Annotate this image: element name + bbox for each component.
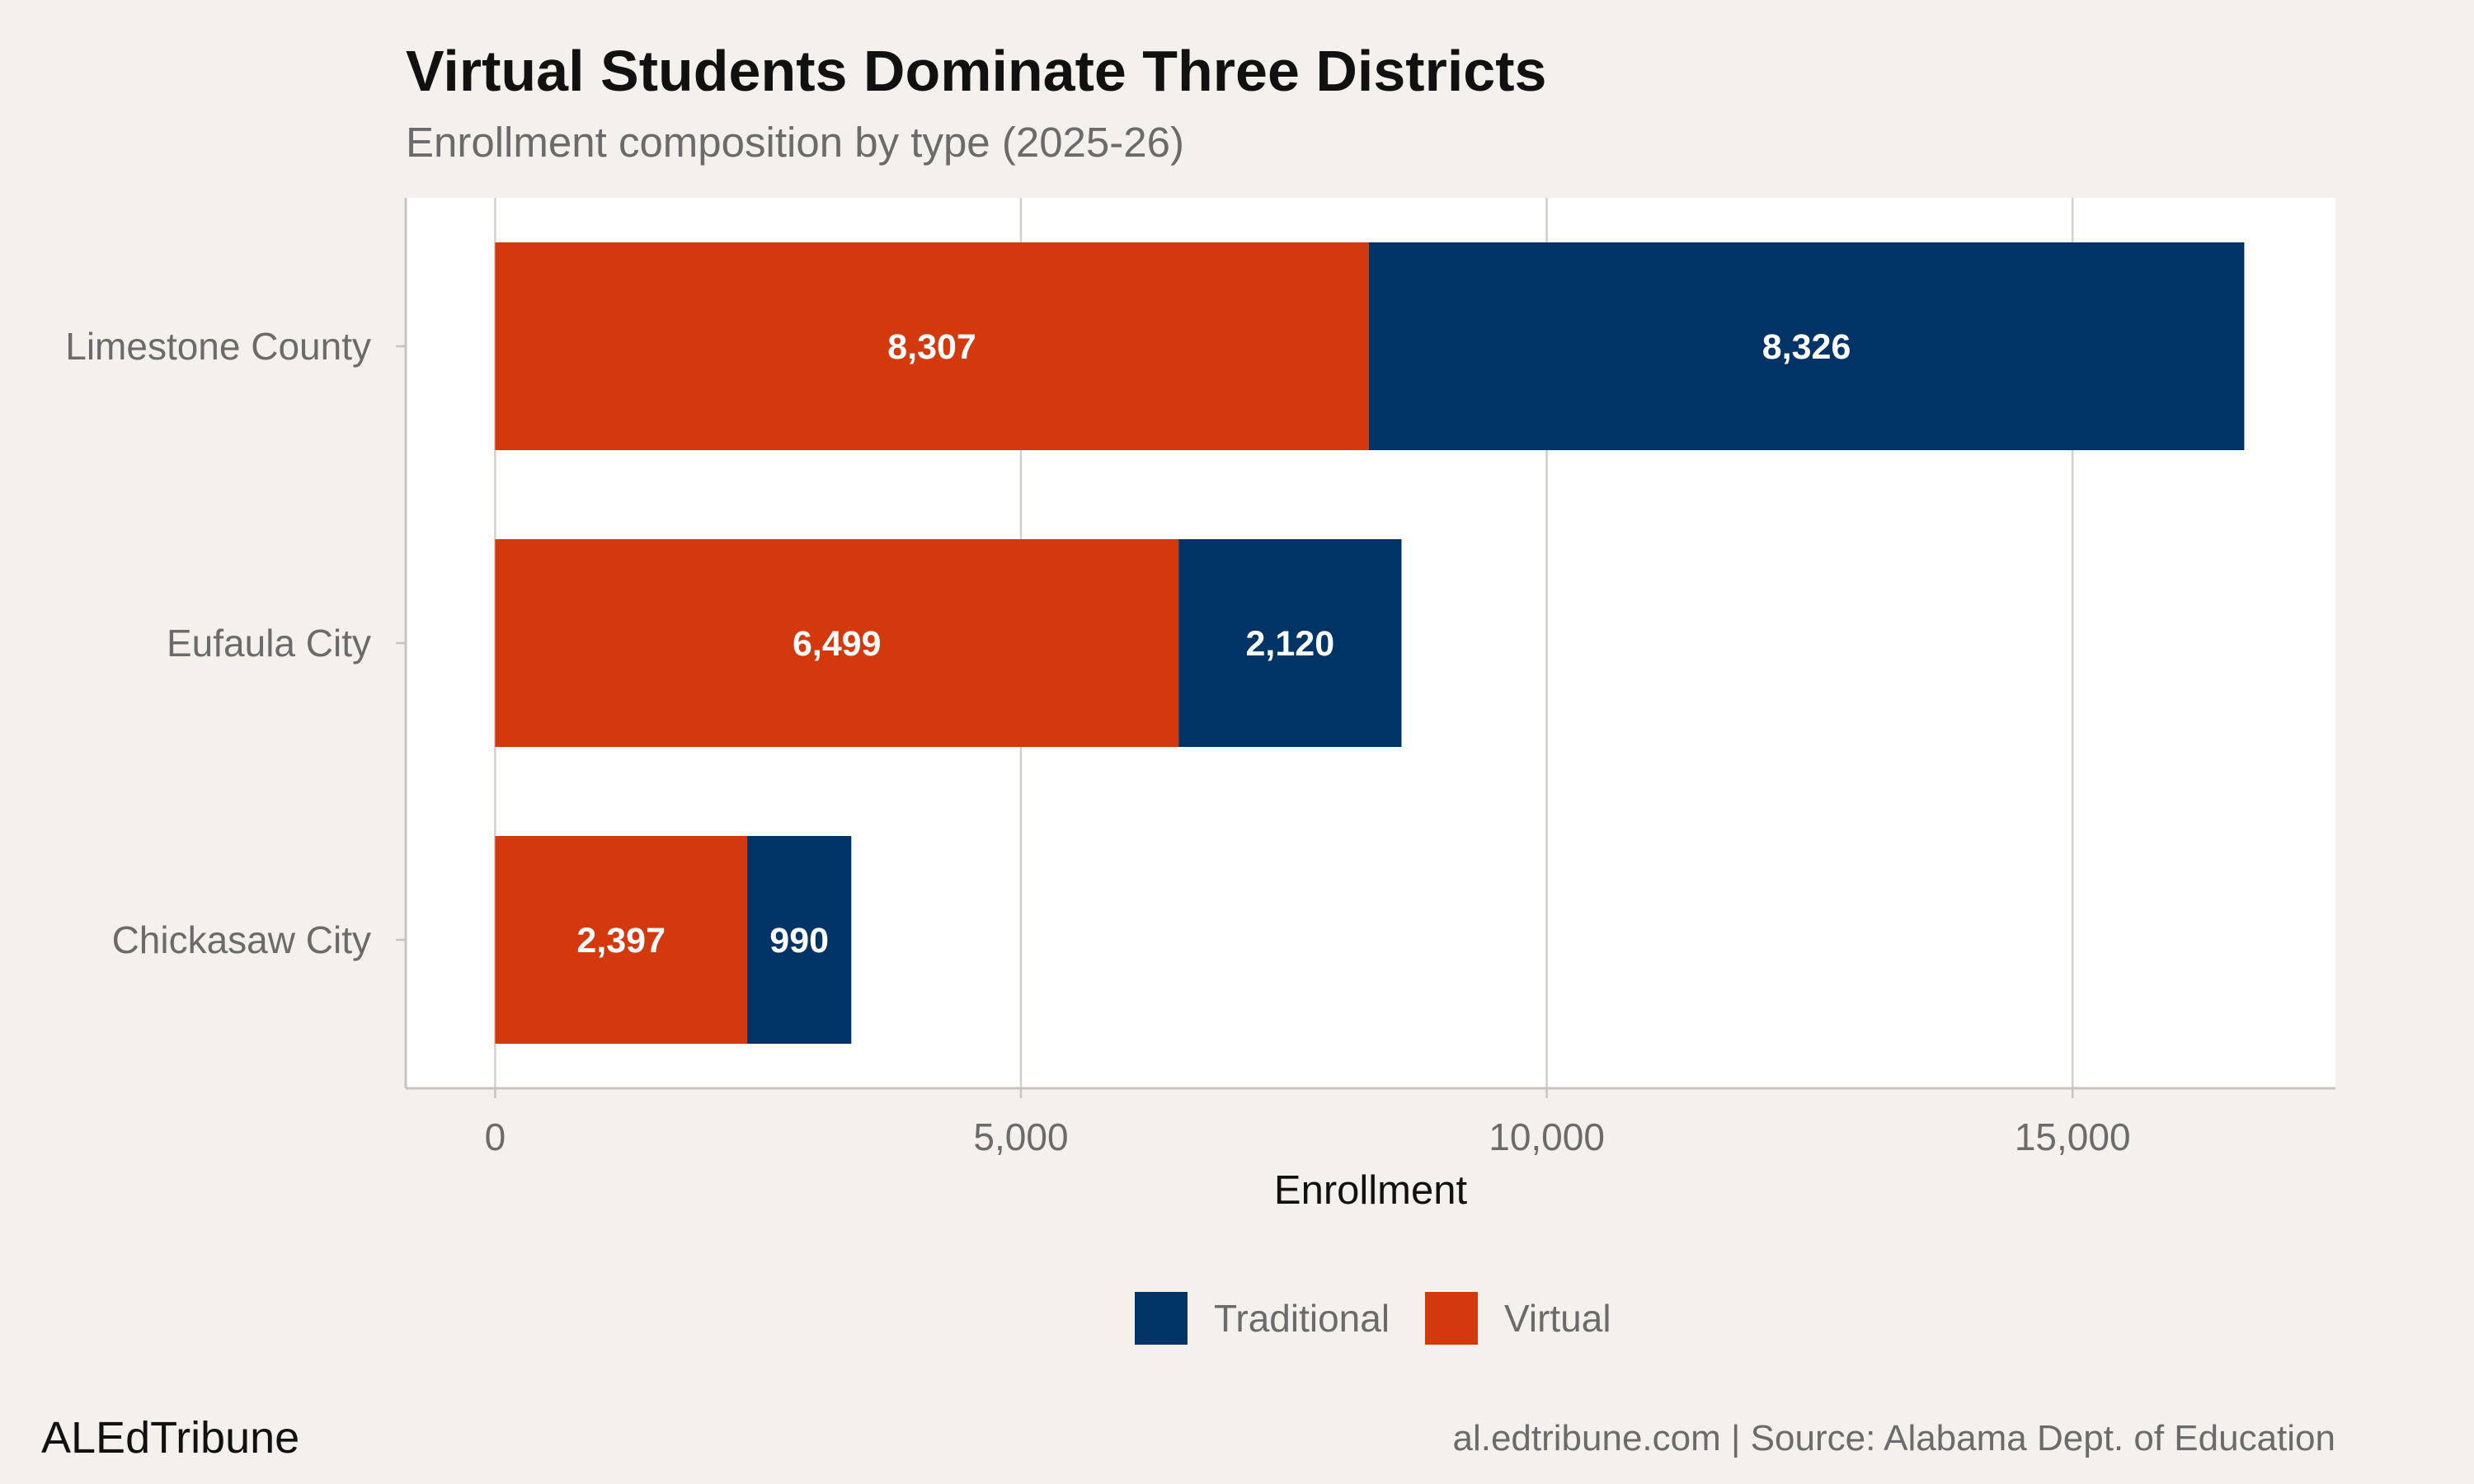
legend-key-traditional — [1135, 1292, 1188, 1345]
brand-logo-text: ALEdTribune — [41, 1413, 299, 1463]
bar-virtual — [495, 242, 1369, 450]
chart-title: Virtual Students Dominate Three District… — [406, 39, 1546, 103]
x-tick-label: 15,000 — [2015, 1115, 2131, 1158]
bar-traditional — [1178, 539, 1402, 747]
x-axis-title: Enrollment — [1274, 1168, 1468, 1213]
category-label: Limestone County — [65, 325, 371, 368]
bar-value-label: 8,326 — [1762, 327, 1851, 367]
bars: 8,307 8,326 6,499 2,120 2,397 990 — [495, 242, 2245, 1044]
legend-label-virtual: Virtual — [1504, 1297, 1611, 1340]
source-note: al.edtribune.com | Source: Alabama Dept.… — [1452, 1418, 2335, 1458]
legend-label-traditional: Traditional — [1214, 1297, 1390, 1340]
bar-traditional — [747, 836, 852, 1044]
bar-value-label: 2,120 — [1246, 624, 1335, 664]
chart-subtitle: Enrollment composition by type (2025-26) — [406, 119, 1184, 166]
bar-virtual — [495, 836, 748, 1044]
bar-value-label: 6,499 — [793, 624, 882, 664]
category-label: Chickasaw City — [112, 918, 371, 961]
bar-value-label: 2,397 — [576, 921, 666, 960]
x-tick-label: 0 — [485, 1115, 506, 1158]
y-axis-ticks: Limestone County Eufaula City Chickasaw Ci… — [65, 325, 406, 961]
bar-value-label: 990 — [769, 921, 829, 960]
bar-traditional — [1368, 242, 2245, 450]
x-tick-label: 5,000 — [973, 1115, 1068, 1158]
x-axis-ticks: 0 5,000 10,000 15,000 — [485, 1088, 2131, 1158]
category-label: Eufaula City — [167, 622, 371, 665]
legend: Traditional Virtual — [1135, 1292, 1611, 1345]
bar-virtual — [495, 539, 1179, 747]
x-tick-label: 10,000 — [1489, 1115, 1605, 1158]
bar-value-label: 8,307 — [887, 327, 976, 367]
legend-key-virtual — [1425, 1292, 1478, 1345]
